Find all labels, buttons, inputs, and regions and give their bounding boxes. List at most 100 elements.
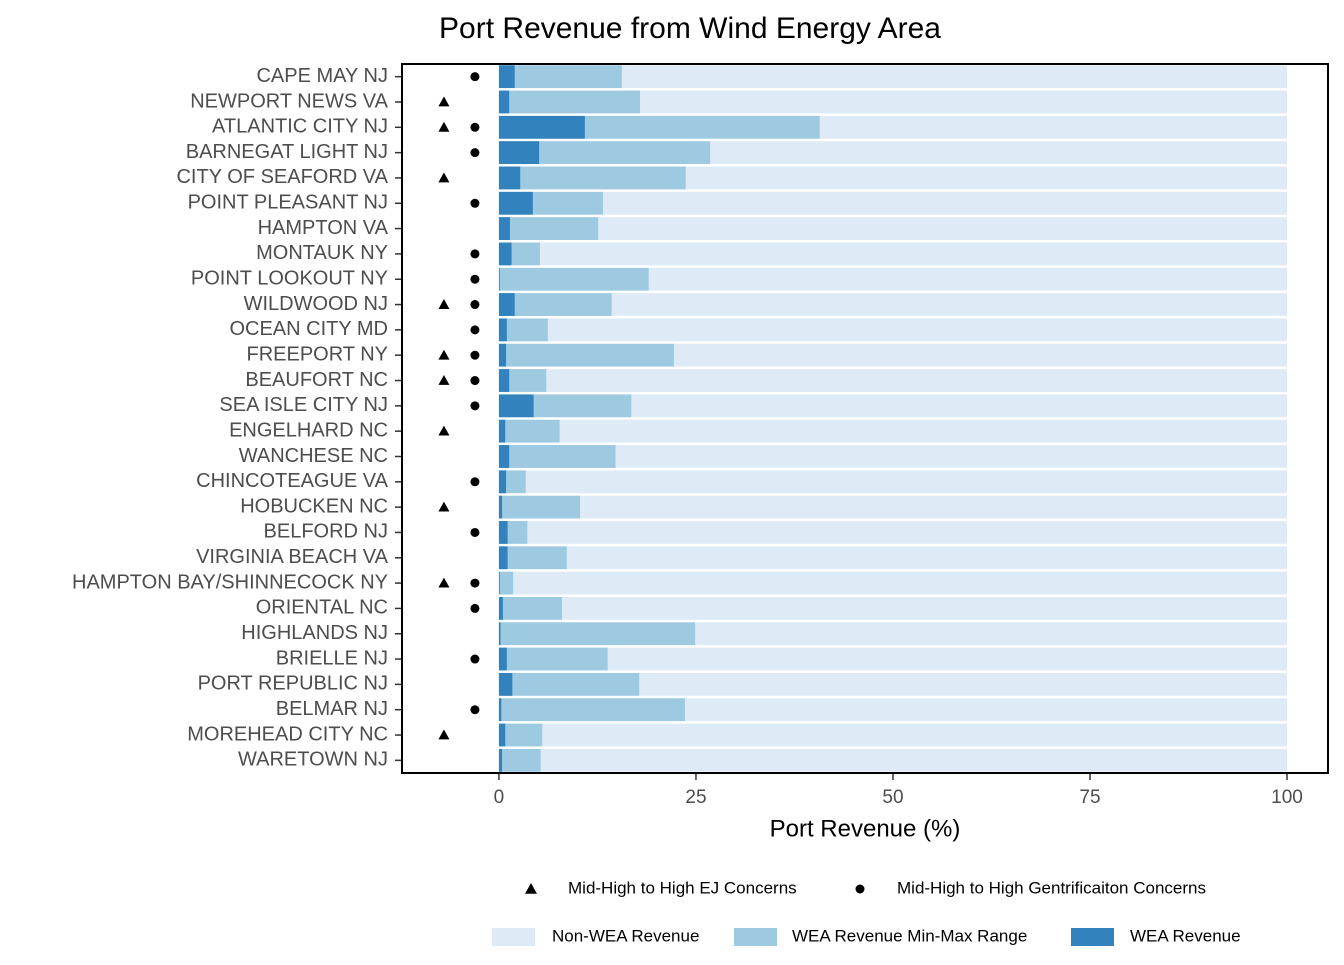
bar: [498, 597, 562, 620]
bar: [498, 445, 510, 468]
y-tick-label: NEWPORT NEWS VA: [190, 90, 388, 112]
bar: [498, 622, 696, 646]
bar: [498, 445, 616, 468]
bar: [498, 419, 1288, 443]
y-tick-label: BARNEGAT LIGHT NJ: [186, 141, 388, 163]
bar: [498, 217, 1288, 240]
gentrification-marker: [470, 654, 480, 664]
legend-label: Non-WEA Revenue: [552, 926, 699, 945]
bar: [498, 166, 1288, 190]
bar: [498, 394, 1288, 418]
y-tick-label: CHINCOTEAGUE VA: [196, 470, 389, 492]
bar: [498, 672, 1288, 696]
y-tick-label: CAPE MAY NJ: [256, 65, 388, 87]
bar: [498, 672, 513, 696]
bar: [498, 723, 1288, 747]
bar: [498, 698, 1288, 722]
bar: [498, 141, 540, 165]
bar: [498, 217, 510, 240]
bar: [498, 748, 1288, 772]
ej-marker: [438, 729, 450, 740]
gentrification-marker: [470, 122, 480, 132]
ej-marker: [438, 299, 450, 309]
bar: [498, 723, 506, 747]
legend-symbol: [525, 883, 537, 894]
y-tick-label: MOREHEAD CITY NC: [187, 723, 388, 745]
y-tick-label: WILDWOOD NJ: [244, 293, 388, 315]
gentrification-marker: [470, 325, 480, 335]
bar: [498, 343, 674, 367]
bar: [498, 622, 501, 646]
bar: [498, 166, 521, 190]
chart-title: Port Revenue from Wind Energy Area: [439, 12, 941, 45]
x-axis-title: Port Revenue (%): [770, 815, 961, 842]
bar: [498, 65, 515, 89]
bar: [498, 571, 514, 595]
y-tick-label: CITY OF SEAFORD VA: [176, 166, 388, 188]
ej-marker: [438, 375, 450, 385]
y-tick-label: VIRGINIA BEACH VA: [196, 546, 389, 568]
y-tick-label: FREEPORT NY: [246, 343, 388, 365]
bar: [498, 723, 543, 747]
bar: [498, 419, 560, 443]
bar: [498, 521, 508, 544]
gentrification-marker: [470, 350, 480, 360]
bar: [498, 141, 711, 165]
bar: [498, 293, 515, 316]
y-tick-label: ATLANTIC CITY NJ: [212, 116, 388, 138]
bar: [498, 166, 686, 190]
gentrification-marker: [470, 148, 480, 158]
y-tick-label: BELFORD NJ: [264, 521, 388, 543]
bar: [498, 369, 1288, 392]
y-tick-label: HIGHLANDS NJ: [241, 622, 388, 644]
bar: [498, 748, 503, 772]
bar: [498, 748, 541, 772]
y-tick-label: BELMAR NJ: [276, 698, 388, 720]
plot-border: [401, 63, 1329, 774]
y-tick-label: ORIENTAL NC: [256, 597, 388, 619]
legend-label: WEA Revenue: [1130, 926, 1241, 945]
bar: [498, 470, 507, 494]
y-tick-label: HOBUCKEN NC: [240, 495, 388, 517]
y-tick-label: WANCHESE NC: [239, 445, 388, 467]
legend-label: Mid-High to High EJ Concerns: [568, 878, 797, 897]
y-tick-label: BEAUFORT NC: [245, 369, 388, 391]
x-tick-label: 0: [494, 787, 505, 808]
bar: [498, 597, 503, 620]
y-tick-label: PORT REPUBLIC NJ: [198, 673, 388, 695]
ej-marker: [438, 121, 450, 132]
x-tick-label: 50: [882, 787, 903, 808]
y-tick-label: HAMPTON VA: [258, 217, 389, 239]
bar: [498, 571, 1288, 595]
bar: [498, 343, 507, 367]
bar: [498, 65, 1288, 89]
gentrification-marker: [470, 300, 480, 310]
y-tick-label: HAMPTON BAY/SHINNECOCK NY: [72, 571, 388, 593]
bar: [498, 698, 685, 722]
bar: [498, 267, 500, 291]
x-tick-label: 25: [685, 787, 706, 808]
gentrification-marker: [470, 249, 480, 259]
bar: [498, 698, 502, 722]
y-tick-label: POINT LOOKOUT NY: [191, 268, 388, 290]
bar: [498, 672, 640, 696]
y-tick-label: POINT PLEASANT NJ: [188, 192, 388, 214]
bar: [498, 470, 1288, 494]
bar: [498, 90, 510, 114]
bar: [498, 521, 1288, 544]
bar: [498, 647, 608, 671]
bar: [498, 191, 1288, 215]
bar: [498, 597, 1288, 620]
bar: [498, 318, 1288, 342]
ej-marker: [438, 425, 450, 436]
gentrification-marker: [470, 72, 480, 82]
bar: [498, 647, 1288, 671]
bar: [498, 293, 1288, 316]
bar: [498, 571, 500, 595]
bar: [498, 267, 649, 291]
bar: [498, 495, 581, 519]
bar: [498, 242, 1288, 266]
bar: [498, 318, 548, 342]
ej-marker: [438, 96, 450, 107]
